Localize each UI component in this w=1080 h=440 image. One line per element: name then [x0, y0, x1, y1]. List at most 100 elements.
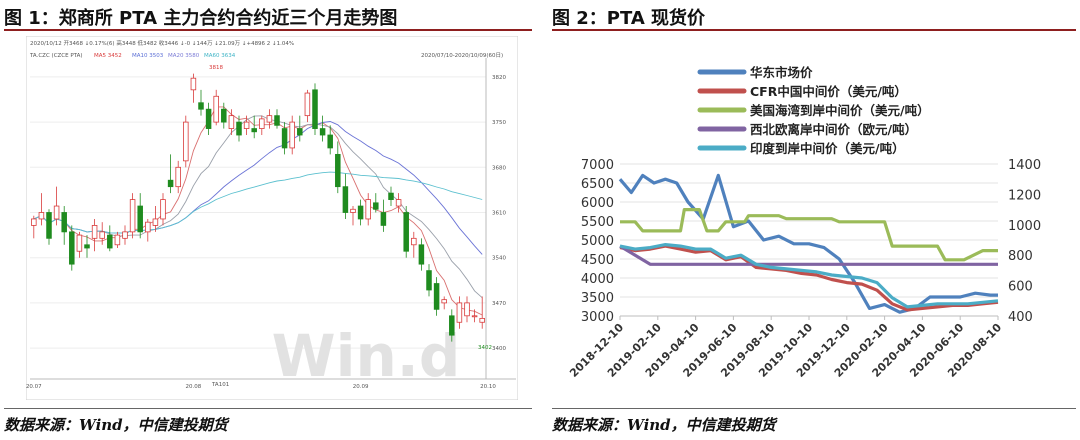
fig1-xtick-label: 20.07: [26, 384, 42, 390]
fig1-contract: TA.CZC (CZCE PTA): [29, 53, 83, 59]
fig1-candle-body: [411, 237, 417, 246]
fig1-source: 数据来源：Wind，中信建投期货: [4, 416, 228, 434]
fig1-candle-body: [129, 199, 136, 233]
fig1-high-label: 3818: [209, 65, 223, 71]
fig1-ma20-label: MA20 3580: [168, 53, 200, 59]
fig1-candle-body: [91, 225, 98, 239]
fig2-series-line-0: [618, 173, 998, 314]
fig1-candle-body: [122, 231, 128, 239]
fig1-candle-body: [53, 205, 60, 220]
fig2-y-left-tick: 6500: [581, 177, 614, 192]
fig1-candle-body: [312, 89, 318, 129]
fig1-candle-body: [69, 231, 75, 265]
fig2-y-left-tick: 3500: [581, 291, 614, 306]
fig1-xtick-label: 20.10: [480, 384, 496, 390]
fig1-ytick-label: 3750: [492, 120, 506, 126]
fig1-candle-body: [327, 134, 333, 149]
fig2-series-line-1: [619, 244, 999, 312]
fig2-y-left-tick: 4000: [581, 272, 614, 287]
fig1-ma60-line: [33, 171, 483, 234]
fig1-candle-body: [319, 128, 326, 136]
fig1-candle-body: [388, 192, 394, 200]
fig1-candle-body: [479, 317, 485, 323]
fig1-xtick-label: 20.09: [353, 384, 369, 390]
fig1-candle-body: [259, 118, 265, 129]
fig1-candle-body: [145, 221, 151, 233]
fig2-y-left-tick: 3000: [581, 310, 614, 325]
fig2-series-line-3: [619, 244, 998, 266]
fig2-y-right-tick: 1400: [1008, 158, 1041, 173]
fig1-candle-body: [160, 199, 166, 220]
fig1-watermark: Win.d: [272, 322, 461, 390]
fig1-ytick-label: 3540: [492, 256, 506, 262]
fig1-candle-body: [266, 115, 273, 123]
fig1-ytick-label: 3680: [492, 165, 506, 171]
fig2-y-right-tick: 800: [1008, 249, 1033, 264]
fig2-y-right-tick: 600: [1008, 280, 1033, 295]
fig1-ytick-label: 3610: [492, 211, 506, 217]
fig2-legend-label: 印度到岸中间价（美元/吨）: [750, 141, 905, 156]
fig1-candle-body: [175, 166, 181, 188]
fig1-candle-body: [426, 270, 432, 291]
fig1-candle-body: [365, 199, 371, 220]
fig1-candle-body: [350, 208, 356, 213]
fig2-legend-label: 华东市场价: [750, 65, 813, 80]
fig1-candle-body: [456, 302, 463, 323]
fig1-candle-body: [228, 115, 235, 129]
fig1-candle-body: [373, 202, 379, 210]
fig1-candle-body: [289, 121, 295, 149]
fig2-y-left-tick: 5000: [581, 234, 614, 249]
fig1-ma60-label: MA60 3634: [204, 53, 236, 59]
fig1-candle-body: [167, 179, 174, 188]
fig2-legend-label: 美国海湾到岸中间价（美元/吨）: [750, 103, 930, 118]
fig1-candle-body: [449, 315, 455, 336]
fig1-candle-body: [61, 212, 67, 233]
fig1-candle-body: [183, 121, 189, 162]
fig1-candlestick-chart: 2020/10/12 开3468 ↓0.17%(6) 高3448 低3482 收…: [26, 36, 518, 400]
fig1-bottom-rule: [4, 408, 532, 409]
fig1-candle-body: [31, 218, 37, 226]
fig1-candle-body: [281, 128, 288, 149]
fig1-candle-body: [114, 234, 121, 246]
fig2-series-line-2: [620, 208, 998, 262]
fig1-ma10-label: MA10 3503: [132, 53, 164, 59]
fig1-candle-body: [297, 128, 303, 136]
fig1-candle-body: [190, 77, 197, 91]
fig1-range-label: 2020/07/10-2020/10/09(60日): [421, 52, 503, 59]
fig1-xtick-label: 20.08: [186, 384, 202, 390]
fig2-legend-label: CFR中国中间价（美元/吨）: [750, 84, 907, 99]
fig1-candle-body: [342, 186, 349, 213]
fig1-ytick-label: 3400: [492, 346, 506, 352]
fig1-candle-body: [76, 234, 83, 252]
fig2-y-left-tick: 4500: [581, 253, 614, 268]
fig1-candle-body: [251, 128, 257, 133]
fig2-bottom-rule: [552, 408, 1076, 409]
fig1-ytick-label: 3470: [492, 301, 506, 307]
fig1-ytick-label: 3820: [492, 75, 506, 81]
fig2-y-left-tick: 7000: [581, 158, 614, 173]
fig1-candle-body: [441, 299, 447, 304]
fig1-ma10-line: [33, 115, 483, 299]
fig1-info-line: 2020/10/12 开3468 ↓0.17%(6) 高3448 低3482 收…: [30, 39, 294, 47]
fig1-low-label: 3402: [478, 345, 492, 351]
fig1-ma5-label: MA5 3452: [94, 53, 122, 59]
fig1-candle-body: [395, 199, 402, 207]
fig2-y-left-tick: 5500: [581, 215, 614, 230]
fig1-mid-label: TA101: [211, 382, 229, 388]
fig1-candle-body: [84, 244, 90, 249]
fig2-y-right-tick: 1200: [1008, 188, 1041, 203]
fig1-candle-body: [357, 205, 364, 220]
fig2-y-right-tick: 1000: [1008, 219, 1041, 234]
fig2-series-line-4: [619, 243, 999, 309]
fig1-candle-body: [236, 121, 242, 136]
fig2-legend-label: 西北欧离岸中间价（欧元/吨）: [750, 122, 917, 137]
fig1-candle-body: [221, 108, 227, 123]
fig2-source: 数据来源：Wind，中信建投期货: [552, 416, 776, 434]
fig1-candle-body: [464, 302, 470, 317]
fig1-candle-body: [274, 115, 280, 126]
fig1-candle-body: [152, 218, 159, 226]
fig1-candle-body: [403, 212, 409, 252]
fig1-candle-body: [335, 153, 341, 188]
fig2-line-chart: 华东市场价 CFR中国中间价（美元/吨） 美国海湾到岸中间价（美元/吨） 西北欧离岸中…: [567, 65, 1041, 380]
fig1-candle-body: [46, 212, 52, 239]
